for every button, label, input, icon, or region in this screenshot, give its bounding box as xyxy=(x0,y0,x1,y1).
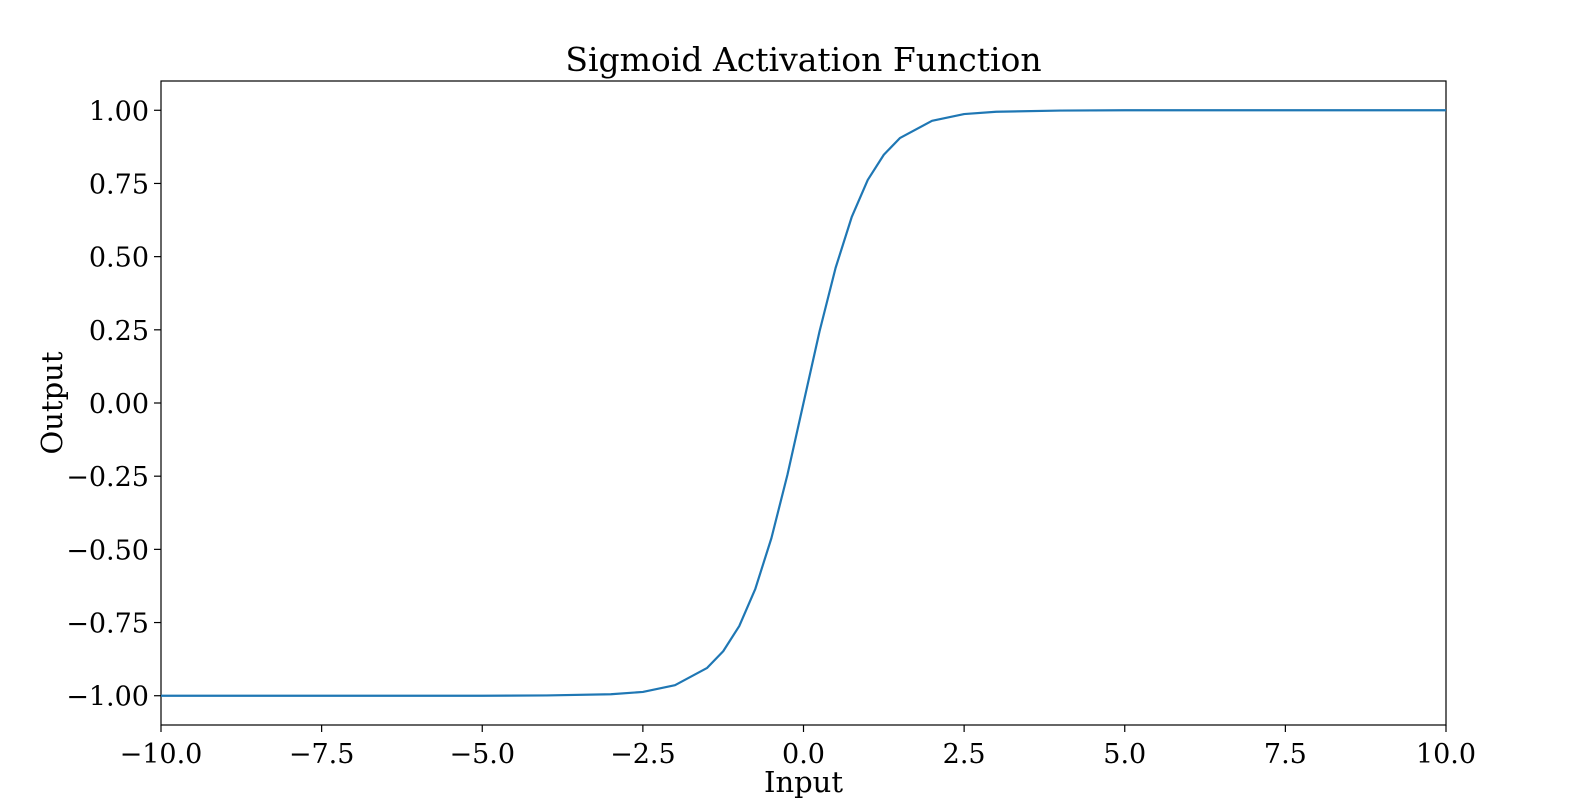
y-tick-label: −0.75 xyxy=(66,609,149,640)
y-tick-label: −1.00 xyxy=(66,682,149,713)
y-tick-label: 0.75 xyxy=(89,169,149,200)
x-axis: −10.0 −7.5 −5.0 −2.5 0.0 2.5 5.0 7.5 10.0 xyxy=(120,725,1476,770)
y-tick-label: 0.50 xyxy=(89,243,149,274)
x-tick-label: −10.0 xyxy=(120,739,203,770)
y-tick-label: 0.25 xyxy=(89,316,149,347)
y-axis: −1.00 −0.75 −0.50 −0.25 0.00 0.25 0.50 0.75 1.00 xyxy=(66,96,161,713)
chart-title: Sigmoid Activation Function xyxy=(565,40,1041,79)
x-tick-label: 5.0 xyxy=(1103,739,1146,770)
x-tick-label: −7.5 xyxy=(289,739,355,770)
x-tick-label: 7.5 xyxy=(1264,739,1307,770)
sigmoid-line xyxy=(161,109,1446,697)
y-tick-label: −0.25 xyxy=(66,462,149,493)
x-tick-label: 2.5 xyxy=(943,739,986,770)
x-tick-label: −2.5 xyxy=(610,739,676,770)
x-tick-label: −5.0 xyxy=(449,739,515,770)
plot-area xyxy=(160,80,1447,726)
y-axis-label: Output xyxy=(35,351,69,454)
x-tick-label: 10.0 xyxy=(1416,739,1476,770)
y-tick-label: 0.00 xyxy=(89,389,149,420)
y-tick-label: 1.00 xyxy=(89,96,149,127)
y-tick-label: −0.50 xyxy=(66,535,149,566)
x-tick-label: 0.0 xyxy=(782,739,825,770)
series-layer xyxy=(161,109,1446,697)
x-axis-label: Input xyxy=(764,765,843,799)
